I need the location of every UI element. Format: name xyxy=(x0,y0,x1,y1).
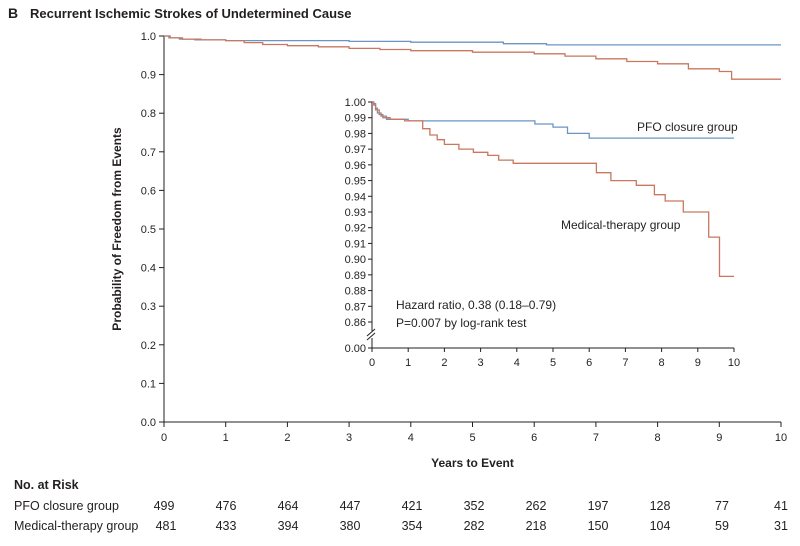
y-tick-label: 0.2 xyxy=(141,340,156,352)
inset-axis-break xyxy=(366,332,376,341)
risk-value: 394 xyxy=(277,519,299,533)
risk-value: 197 xyxy=(587,499,609,513)
risk-value: 104 xyxy=(649,519,671,533)
y-tick-label: 0.1 xyxy=(141,378,156,390)
p-value-note: P=0.007 by log-rank test xyxy=(396,316,527,330)
y-axis-label: Probability of Freedom from Events xyxy=(110,127,124,331)
x-axis-label: Years to Event xyxy=(431,456,514,470)
inset-y-tick-label: 0.96 xyxy=(345,160,366,172)
inset-y-tick-label: 0.94 xyxy=(345,191,366,203)
risk-value: 262 xyxy=(525,499,547,513)
inset-x-tick-label: 3 xyxy=(478,357,484,369)
inset-x-tick-label: 7 xyxy=(622,357,628,369)
inset-y-tick-label: 0.87 xyxy=(345,301,366,313)
risk-row-label: PFO closure group xyxy=(14,499,119,513)
chart-title: Recurrent Ischemic Strokes of Undetermin… xyxy=(30,6,352,21)
risk-value: 77 xyxy=(715,499,729,513)
pfo-closure-curve xyxy=(164,35,781,46)
inset-x-tick-label: 2 xyxy=(441,357,447,369)
risk-value: 380 xyxy=(339,519,361,533)
risk-value: 481 xyxy=(155,519,177,533)
risk-row-medical: Medical-therapy group 481 433 394 380 35… xyxy=(0,519,800,537)
inset-x-tick-label: 4 xyxy=(514,357,520,369)
km-chart: 0.00.10.20.30.40.50.60.70.80.91.00 1 2 3 4 5 6… xyxy=(110,31,787,470)
risk-value: 447 xyxy=(339,499,361,513)
y-tick-label: 0.4 xyxy=(141,263,156,275)
inset-x-tick-label: 0 xyxy=(369,357,375,369)
inset-y-tick-label: 0.86 xyxy=(345,317,366,329)
y-tick-label: 0.9 xyxy=(141,70,156,82)
x-tick-label: 8 xyxy=(655,432,661,444)
risk-value: 354 xyxy=(401,519,423,533)
inset-background xyxy=(332,94,744,376)
risk-value: 476 xyxy=(215,499,237,513)
risk-value: 421 xyxy=(401,499,423,513)
risk-value: 464 xyxy=(277,499,299,513)
y-tick-label: 0.6 xyxy=(141,185,156,197)
inset-y-tick-label: 0.00 xyxy=(345,343,366,355)
x-tick-label: 9 xyxy=(716,432,722,444)
y-tick-label: 0.3 xyxy=(141,301,156,313)
risk-row-pfo: PFO closure group 499 476 464 447 421 35… xyxy=(0,499,800,517)
inset-y-tick-label: 0.98 xyxy=(345,128,366,140)
y-tick-label: 0.7 xyxy=(141,147,156,159)
risk-value: 128 xyxy=(649,499,671,513)
x-tick-label: 6 xyxy=(531,432,537,444)
inset-y-tick-label: 0.99 xyxy=(345,113,366,125)
inset-x-tick-label: 8 xyxy=(659,357,665,369)
x-tick-label: 1 xyxy=(223,432,229,444)
inset-medical-therapy-curve xyxy=(372,101,734,278)
inset-y-tick-label: 0.92 xyxy=(345,223,366,235)
risk-table-title: No. at Risk xyxy=(14,478,79,492)
y-tick-label: 1.0 xyxy=(141,31,156,43)
risk-row-label: Medical-therapy group xyxy=(14,519,139,533)
medical-therapy-curve xyxy=(164,35,781,80)
inset-y-tick-label: 1.00 xyxy=(345,97,366,109)
inset-y-tick-label: 0.95 xyxy=(345,176,366,188)
risk-value: 150 xyxy=(587,519,609,533)
risk-value: 433 xyxy=(215,519,237,533)
risk-value: 59 xyxy=(715,519,729,533)
y-tick-label: 0.0 xyxy=(141,417,156,429)
inset-x-tick-label: 6 xyxy=(586,357,592,369)
inset-x-tick-label: 9 xyxy=(695,357,701,369)
inset-y-tick-label: 0.91 xyxy=(345,238,366,250)
x-tick-label: 7 xyxy=(593,432,599,444)
inset-y-tick-label: 0.89 xyxy=(345,270,366,282)
inset-x-tick-label: 5 xyxy=(550,357,556,369)
x-tick-label: 3 xyxy=(346,432,352,444)
inset-medical-therapy-label: Medical-therapy group xyxy=(561,218,681,232)
x-tick-label: 10 xyxy=(775,432,787,444)
x-tick-label: 4 xyxy=(408,432,414,444)
risk-value: 218 xyxy=(525,519,547,533)
inset-x-tick-label: 1 xyxy=(405,357,411,369)
panel-label: B xyxy=(8,5,19,21)
risk-value: 499 xyxy=(153,499,175,513)
inset-x-tick-label: 10 xyxy=(728,357,740,369)
x-tick-label: 5 xyxy=(469,432,475,444)
inset-axis-break xyxy=(366,328,376,337)
risk-value: 31 xyxy=(774,519,788,533)
inset-y-tick-label: 0.93 xyxy=(345,207,366,219)
inset-pfo-closure-label: PFO closure group xyxy=(637,120,738,134)
risk-value: 41 xyxy=(774,499,788,513)
risk-value: 352 xyxy=(463,499,485,513)
inset-y-tick-label: 0.97 xyxy=(345,144,366,156)
inset-y-tick-label: 0.90 xyxy=(345,254,366,266)
hazard-ratio-note: Hazard ratio, 0.38 (0.18–0.79) xyxy=(396,298,556,312)
x-tick-label: 2 xyxy=(284,432,290,444)
y-tick-label: 0.5 xyxy=(141,224,156,236)
y-tick-label: 0.8 xyxy=(141,108,156,120)
risk-value: 282 xyxy=(463,519,485,533)
x-tick-label: 0 xyxy=(161,432,167,444)
inset-y-tick-label: 0.88 xyxy=(345,286,366,298)
